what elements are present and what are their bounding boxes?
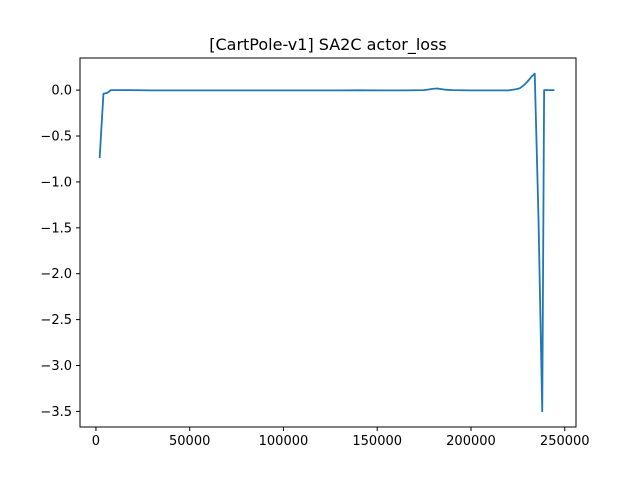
y-tick-label: −2.5 xyxy=(40,313,72,328)
y-tick-label: −1.0 xyxy=(40,175,72,190)
y-tick-label: −3.5 xyxy=(40,405,72,420)
y-tick-label: −0.5 xyxy=(40,130,72,145)
x-tick-label: 150000 xyxy=(352,434,402,449)
series-layer xyxy=(98,72,555,413)
x-tick-label: 100000 xyxy=(259,434,309,449)
y-tick-label: −2.0 xyxy=(40,267,72,282)
tick-layer: 0 50000 100000 150000 200000 250000 0.0 −0.5 −1.… xyxy=(40,84,589,449)
x-tick-label: 250000 xyxy=(540,434,590,449)
series-line xyxy=(98,72,555,413)
y-tick-label: 0.0 xyxy=(51,84,72,99)
y-tick-label: −1.5 xyxy=(40,221,72,236)
chart-title: [CartPole-v1] SA2C actor_loss xyxy=(209,35,447,55)
x-tick-label: 200000 xyxy=(446,434,496,449)
axes-frame xyxy=(79,57,577,428)
x-tick-label: 0 xyxy=(92,434,100,449)
x-tick-label: 50000 xyxy=(169,434,210,449)
y-tick-label: −3.0 xyxy=(40,359,72,374)
